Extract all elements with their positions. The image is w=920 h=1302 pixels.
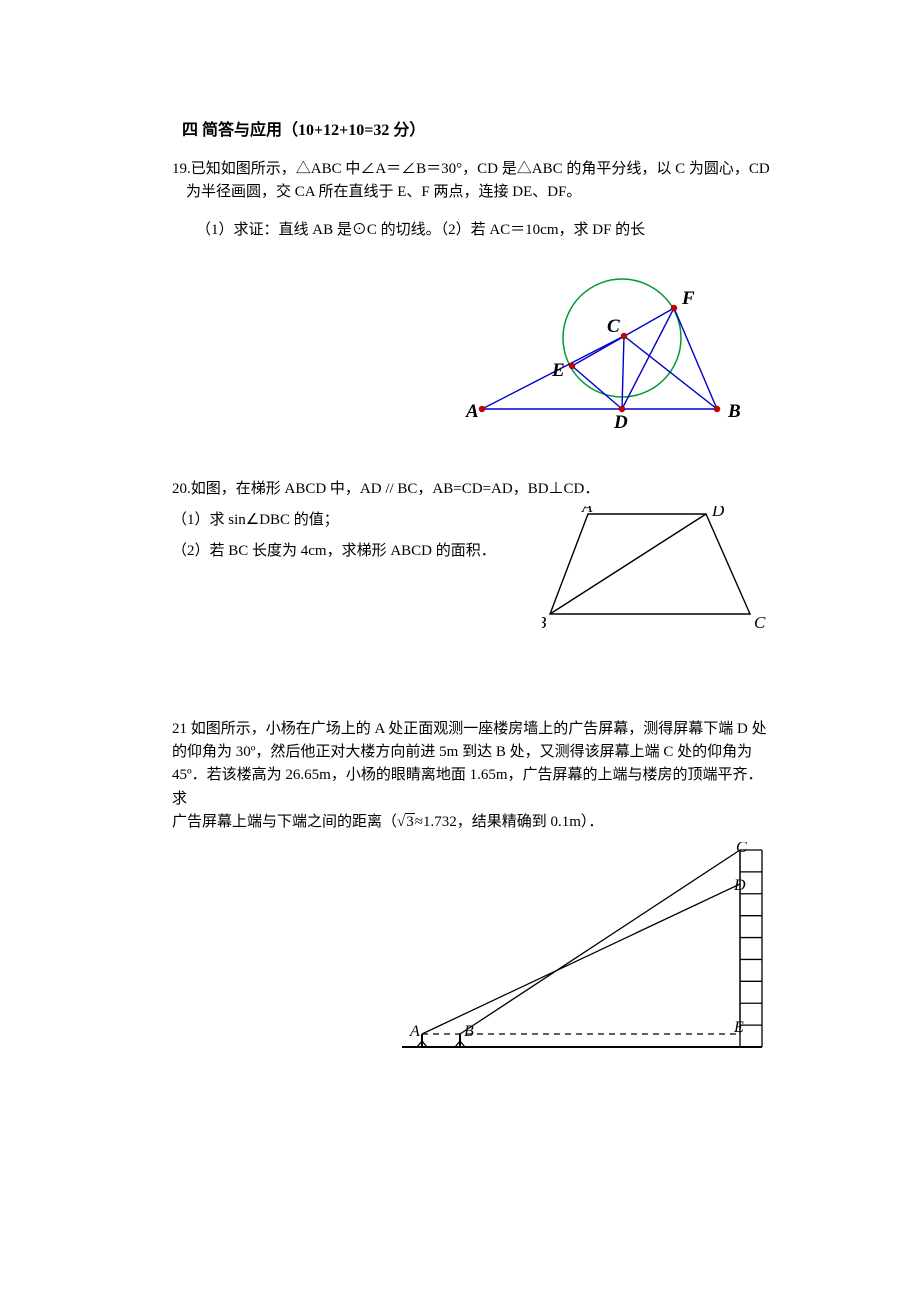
point-b — [714, 406, 720, 412]
sqrt-symbol: √3 — [397, 814, 415, 830]
sqrt-radicand: 3 — [405, 813, 415, 830]
problem-20: 20.如图，在梯形 ABCD 中，AD // BC，AB=CD=AD，BD⊥CD… — [172, 478, 770, 501]
point-a — [479, 406, 485, 412]
label-c: C — [754, 613, 766, 631]
label-e: E — [551, 360, 565, 381]
label-b: B — [727, 401, 741, 422]
problem-21: 21 如图所示，小杨在广场上的 A 处正面观测一座楼房墙上的广告屏幕，测得屏幕下… — [172, 718, 770, 834]
problem-19-number: 19. — [172, 161, 191, 177]
label-b: B — [542, 613, 547, 631]
line-cd — [622, 336, 624, 409]
problem-21-l4: 广告屏幕上端与下端之间的距离（√3≈1.732，结果精确到 0.1m）． — [172, 811, 770, 834]
figure-21: A B C D E — [402, 842, 782, 1057]
problem-19-sub: （1）求证：直线 AB 是⊙C 的切线。（2）若 AC＝10cm，求 DF 的长 — [172, 219, 770, 242]
trapezoid-abcd — [550, 514, 750, 614]
line-cb — [624, 336, 717, 409]
figure-19: A B C D E F — [452, 278, 752, 438]
label-b: B — [464, 1023, 474, 1040]
label-a: A — [409, 1023, 420, 1040]
point-f — [671, 305, 677, 311]
label-c: C — [607, 316, 620, 337]
point-e — [569, 363, 575, 369]
point-c — [621, 333, 627, 339]
sight-b-c — [460, 850, 740, 1034]
label-d: D — [613, 412, 628, 433]
problem-21-l1: 如图所示，小杨在广场上的 A 处正面观测一座楼房墙上的广告屏幕，测得屏幕下端 D… — [187, 721, 767, 737]
problem-21-l4-pre: 广告屏幕上端与下端之间的距离（ — [172, 814, 397, 830]
label-f: F — [681, 288, 695, 309]
label-e: E — [733, 1019, 744, 1036]
label-d: D — [733, 877, 746, 894]
problem-19: 19.已知如图所示，△ABC 中∠A＝∠B＝30°，CD 是△ABC 的角平分线… — [172, 158, 770, 205]
label-a: A — [581, 506, 593, 516]
line-fb — [674, 308, 717, 409]
line-de-chord — [572, 366, 622, 409]
line-bd — [550, 514, 706, 614]
problem-21-l3: 45º．若该楼高为 26.65m，小杨的眼睛离地面 1.65m，广告屏幕的上端与… — [172, 764, 770, 811]
problem-21-l4-post: ≈1.732，结果精确到 0.1m）． — [415, 814, 604, 830]
problem-20-line1: 如图，在梯形 ABCD 中，AD // BC，AB=CD=AD，BD⊥CD． — [191, 481, 600, 497]
section-title: 四 简答与应用（10+12+10=32 分） — [182, 116, 770, 140]
label-c: C — [736, 842, 747, 856]
problem-21-l2: 的仰角为 30º，然后他正对大楼方向前进 5m 到达 B 处，又测得该屏幕上端 … — [172, 741, 770, 764]
problem-21-number: 21 — [172, 721, 187, 737]
problem-19-text-cont: 为半径画圆，交 CA 所在直线于 E、F 两点，连接 DE、DF。 — [172, 181, 770, 204]
label-a: A — [465, 401, 479, 422]
figure-20: A D B C — [542, 506, 772, 631]
label-d: D — [711, 506, 725, 520]
sight-a-d — [422, 884, 740, 1034]
problem-20-number: 20. — [172, 481, 191, 497]
problem-19-text-main: 已知如图所示，△ABC 中∠A＝∠B＝30°，CD 是△ABC 的角平分线，以 … — [191, 161, 770, 177]
